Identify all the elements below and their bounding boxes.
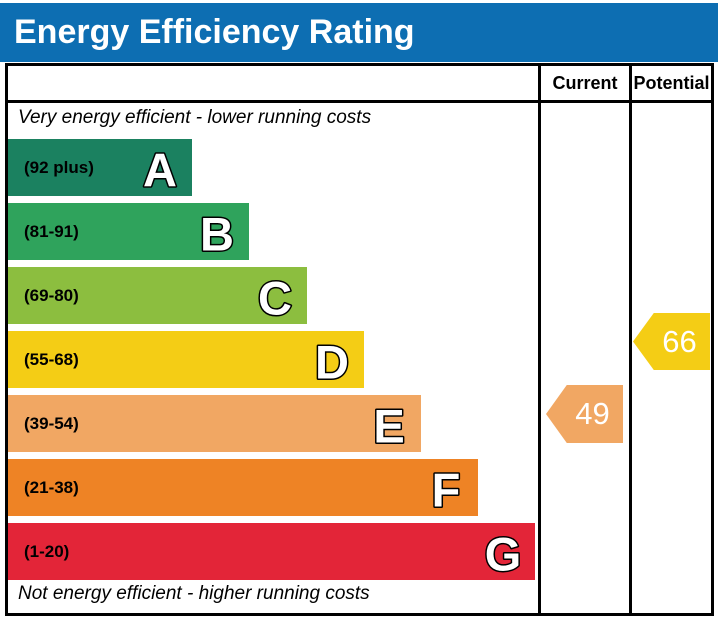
svg-text:D: D: [315, 336, 349, 388]
band-letter-e-icon: E: [372, 398, 406, 452]
band-row-e: (39-54) E: [8, 395, 421, 452]
potential-rating-marker: 66: [633, 313, 710, 370]
band-row-f: (21-38) F: [8, 459, 478, 516]
note-very-efficient: Very energy efficient - lower running co…: [18, 107, 372, 128]
band-range-label: (21-38): [24, 477, 79, 497]
band-range-label: (39-54): [24, 413, 79, 433]
band-range-label: (92 plus): [24, 157, 94, 177]
energy-rating-chart: Current Potential Very energy efficient …: [5, 63, 714, 616]
current-rating-marker: 49: [546, 385, 623, 443]
note-not-efficient: Not energy efficient - higher running co…: [18, 583, 370, 604]
potential-rating-value: 66: [662, 323, 697, 359]
title-bar: Energy Efficiency Rating: [0, 3, 718, 62]
band-row-d: (55-68) D: [8, 331, 364, 388]
band-letter-b-icon: B: [199, 206, 236, 260]
band-row-c: (69-80) C: [8, 267, 307, 324]
column-divider-current: [538, 66, 541, 613]
band-range-label: (69-80): [24, 285, 79, 305]
band-letter-g-icon: G: [483, 526, 523, 580]
band-letter-f-icon: F: [430, 462, 462, 516]
column-divider-potential: [629, 66, 632, 613]
svg-text:F: F: [432, 464, 461, 516]
band-row-b: (81-91) B: [8, 203, 249, 260]
svg-text:B: B: [200, 208, 234, 260]
svg-text:A: A: [143, 144, 177, 196]
band-letter-c-icon: C: [257, 270, 294, 324]
band-row-a: (92 plus) A: [8, 139, 192, 196]
band-letter-a-icon: A: [142, 142, 179, 196]
band-range-label: (55-68): [24, 349, 79, 369]
band-range-label: (1-20): [24, 541, 70, 561]
column-header-potential: Potential: [633, 72, 710, 93]
band-letter-d-icon: D: [314, 334, 351, 388]
band-row-g: (1-20) G: [8, 523, 535, 580]
column-header-current: Current: [552, 72, 618, 93]
svg-text:E: E: [373, 400, 404, 452]
band-range-label: (81-91): [24, 221, 79, 241]
current-rating-value: 49: [575, 396, 610, 431]
svg-text:G: G: [485, 528, 522, 580]
page-title: Energy Efficiency Rating: [14, 13, 415, 51]
svg-text:C: C: [258, 272, 292, 324]
header-divider: [8, 100, 711, 103]
